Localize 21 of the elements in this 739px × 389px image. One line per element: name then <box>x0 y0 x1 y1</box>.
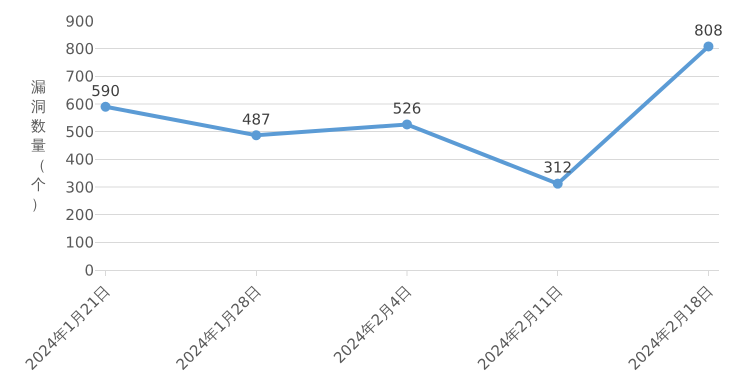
point <box>251 130 262 140</box>
y-tick-label: 900 <box>65 12 94 30</box>
data-label: 808 <box>694 21 723 40</box>
data-label: 526 <box>392 99 422 118</box>
data-label: 590 <box>91 82 120 100</box>
y-axis-title: 漏洞数量（个） <box>31 78 46 213</box>
point <box>402 119 412 130</box>
point <box>552 178 563 189</box>
y-tick-label: 300 <box>65 178 94 196</box>
data-label: 487 <box>242 110 271 128</box>
point <box>100 102 111 112</box>
y-tick-label: 700 <box>65 68 94 86</box>
y-tick-label: 200 <box>65 206 94 224</box>
y-tick-label: 100 <box>65 234 94 252</box>
y-tick-label: 800 <box>65 40 94 58</box>
y-tick-label: 0 <box>84 261 94 280</box>
y-tick-label: 400 <box>65 150 94 169</box>
point <box>703 41 714 52</box>
data-label: 312 <box>543 158 572 177</box>
y-tick-label: 600 <box>65 95 94 114</box>
y-tick-label: 500 <box>65 122 94 141</box>
